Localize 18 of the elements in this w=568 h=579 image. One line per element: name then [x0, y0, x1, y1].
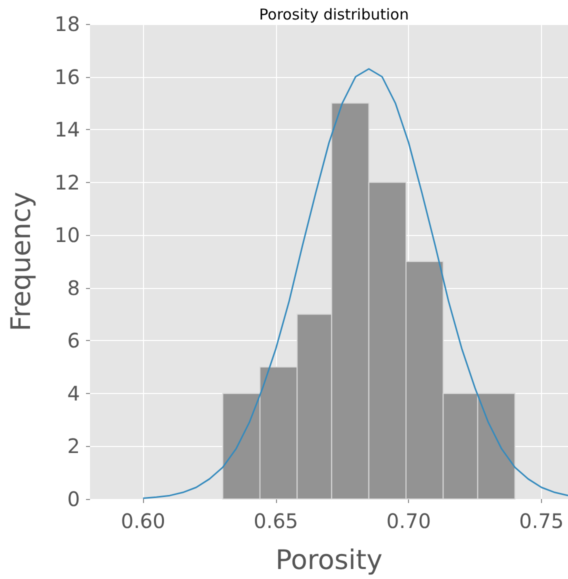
y-tick-label: 14: [54, 118, 80, 142]
y-tick-label: 8: [67, 276, 80, 300]
y-axis-title: Frequency: [6, 192, 37, 332]
line-series: [142, 68, 568, 499]
x-axis-title: Porosity: [276, 545, 383, 576]
y-tick-label: 6: [67, 328, 80, 353]
y-tick-label: 10: [54, 223, 80, 248]
x-tick-label: 0.65: [254, 509, 298, 533]
y-tick-label: 18: [54, 12, 80, 36]
y-tick-label: 0: [67, 487, 80, 511]
x-tick-label: 0.60: [120, 509, 166, 533]
y-tick-label: 12: [54, 170, 80, 194]
y-tick-label: 16: [54, 64, 80, 89]
y-tick-label: 2: [67, 434, 80, 458]
x-tick-label: 0.75: [519, 509, 564, 533]
chart-title: Porosity distribution: [259, 6, 409, 24]
y-tick-label: 4: [67, 381, 80, 406]
x-tick-label: 0.70: [386, 509, 431, 533]
